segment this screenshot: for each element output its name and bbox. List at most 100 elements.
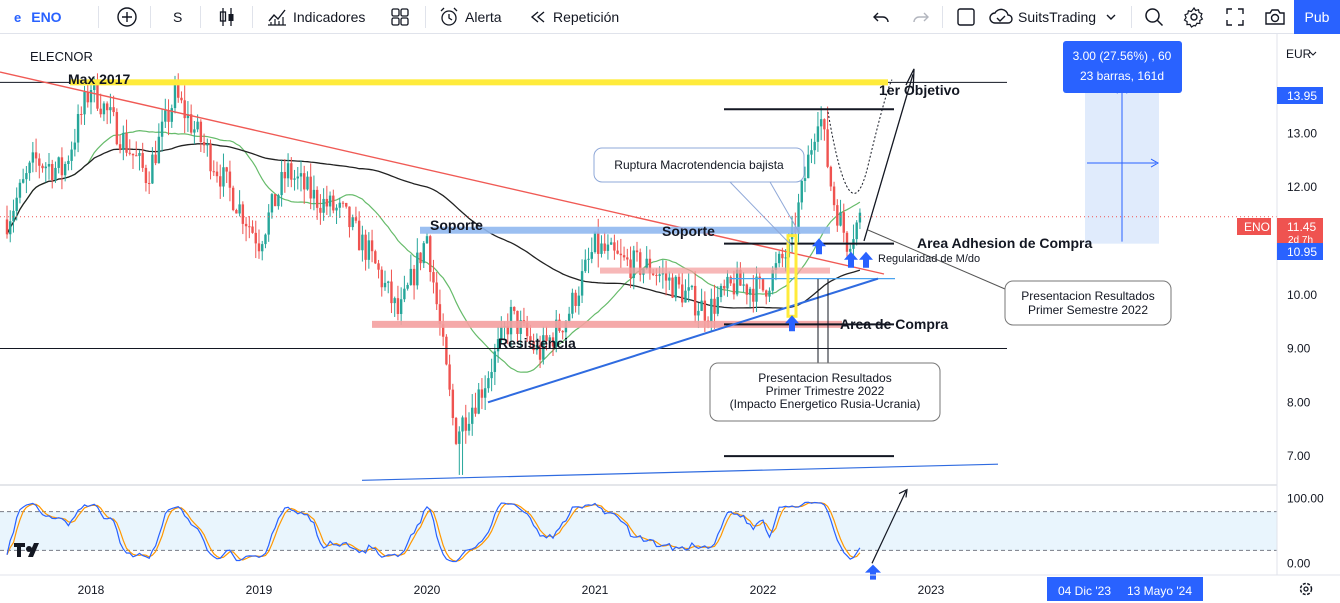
- drawings: [0, 68, 1277, 481]
- candle-body: [105, 103, 109, 111]
- candle-body: [380, 269, 383, 288]
- candle-body: [164, 110, 167, 122]
- symbol-search[interactable]: e ENO: [14, 0, 62, 34]
- candle-body: [445, 336, 448, 365]
- time-tick-label: 2022: [750, 583, 777, 597]
- candle-body: [803, 178, 807, 181]
- candle-body: [99, 108, 102, 115]
- layout-select-button[interactable]: [955, 0, 977, 34]
- publish-button[interactable]: Pub: [1294, 0, 1340, 34]
- candle-body: [480, 389, 484, 398]
- symbol-tag-bg: [1237, 218, 1271, 235]
- candle-body: [816, 126, 820, 142]
- candle-body: [490, 371, 493, 379]
- candle-body: [131, 153, 135, 156]
- candle-body: [157, 136, 161, 164]
- candle-body: [606, 244, 610, 251]
- candle-body: [12, 210, 15, 222]
- candle-body: [645, 258, 648, 269]
- candle-body: [755, 276, 758, 302]
- compare-symbol-button[interactable]: [116, 0, 138, 34]
- candle-body: [338, 202, 341, 208]
- interval-button[interactable]: S: [173, 0, 182, 34]
- date-range-end: 13 Mayo '24: [1127, 584, 1192, 598]
- layouts-button[interactable]: [389, 0, 411, 34]
- candle-body: [21, 179, 25, 183]
- redo-button[interactable]: [911, 0, 931, 34]
- candle-body: [555, 319, 558, 347]
- settings-button[interactable]: [1183, 0, 1205, 34]
- candle-body: [254, 232, 257, 244]
- candle-body: [406, 284, 409, 289]
- candle-body: [160, 121, 164, 137]
- candle-body: [315, 189, 319, 208]
- price-tick-label: 8.00: [1287, 395, 1311, 409]
- label-max-2017: Max 2017: [68, 71, 130, 87]
- candle-body: [170, 108, 173, 122]
- candle-body: [729, 276, 732, 284]
- snapshot-button[interactable]: [1263, 0, 1287, 34]
- date-range-start: 04 Dic '23: [1058, 584, 1111, 598]
- candle-body: [655, 274, 658, 276]
- price-tick-label: 9.00: [1287, 342, 1311, 356]
- replay-button[interactable]: Repetición: [528, 0, 619, 34]
- indicators-icon: [268, 9, 286, 26]
- candle-body: [752, 288, 755, 302]
- candle-body: [584, 259, 587, 272]
- time-axis[interactable]: 201820192020202120222023202: [0, 574, 1340, 597]
- results-q1-line1: Presentacion Resultados: [758, 371, 891, 385]
- candle-body: [167, 110, 170, 122]
- candle-body: [474, 407, 477, 414]
- alert-button[interactable]: Alerta: [438, 0, 502, 34]
- candle-body: [477, 389, 480, 414]
- candle-body: [251, 226, 254, 233]
- candle-body: [63, 164, 67, 176]
- candle-body: [73, 142, 77, 150]
- candle-body: [202, 142, 206, 146]
- candle-body: [399, 299, 403, 314]
- label-support-2: Soporte: [662, 223, 715, 239]
- candle-body: [303, 173, 306, 190]
- square-icon: [957, 8, 975, 26]
- countdown-tag: 2d 7h: [1288, 235, 1313, 246]
- candle-body: [412, 268, 416, 286]
- candle-body: [451, 389, 455, 418]
- last-price-tag-bg: [1277, 218, 1323, 245]
- candle-body: [367, 240, 371, 260]
- candle-body: [577, 295, 581, 306]
- price-axis[interactable]: EUR 13.00 12.00 10.00 9.00 8.00 7.00 100.00 0.0…: [1276, 34, 1340, 575]
- candle-body: [538, 345, 542, 360]
- candle-body: [496, 339, 500, 352]
- candle-body: [370, 240, 374, 252]
- symbol-label: ENO: [31, 9, 62, 25]
- results-q1-callout[interactable]: Presentacion Resultados Primer Trimestre…: [709, 362, 941, 422]
- axis-settings-button[interactable]: [1299, 582, 1313, 596]
- account-menu[interactable]: SuitsTrading: [988, 0, 1118, 34]
- results-h1-callout[interactable]: Presentacion Resultados Primer Semestre …: [1004, 280, 1172, 326]
- price-chart[interactable]: ELECNOR Max 2017 1er Objetivo Soporte So…: [0, 34, 1340, 603]
- price-tag-bottom: 10.95: [1287, 245, 1317, 259]
- candle-body: [361, 234, 364, 251]
- candle-body: [306, 176, 309, 190]
- candle-body: [509, 306, 513, 335]
- candle-body: [31, 152, 35, 163]
- candle-body: [710, 298, 713, 323]
- time-tick-label: 2021: [582, 583, 609, 597]
- fullscreen-button[interactable]: [1224, 0, 1246, 34]
- candle-body: [723, 285, 726, 289]
- search-button[interactable]: [1143, 0, 1165, 34]
- candle-body: [781, 253, 784, 259]
- chart-type-button[interactable]: [216, 0, 238, 34]
- resistance-band: [600, 267, 830, 274]
- candle-body: [590, 252, 593, 259]
- candle-body: [609, 242, 613, 245]
- candle-body: [383, 282, 387, 288]
- candle-body: [122, 132, 125, 150]
- candle-body: [325, 198, 329, 207]
- currency-label[interactable]: EUR: [1286, 47, 1312, 61]
- candle-body: [299, 173, 303, 177]
- candle-body: [529, 336, 532, 342]
- undo-button[interactable]: [871, 0, 891, 34]
- indicators-button[interactable]: Indicadores: [266, 0, 365, 34]
- breakout-callout[interactable]: Ruptura Macrotendencia bajista: [593, 147, 805, 183]
